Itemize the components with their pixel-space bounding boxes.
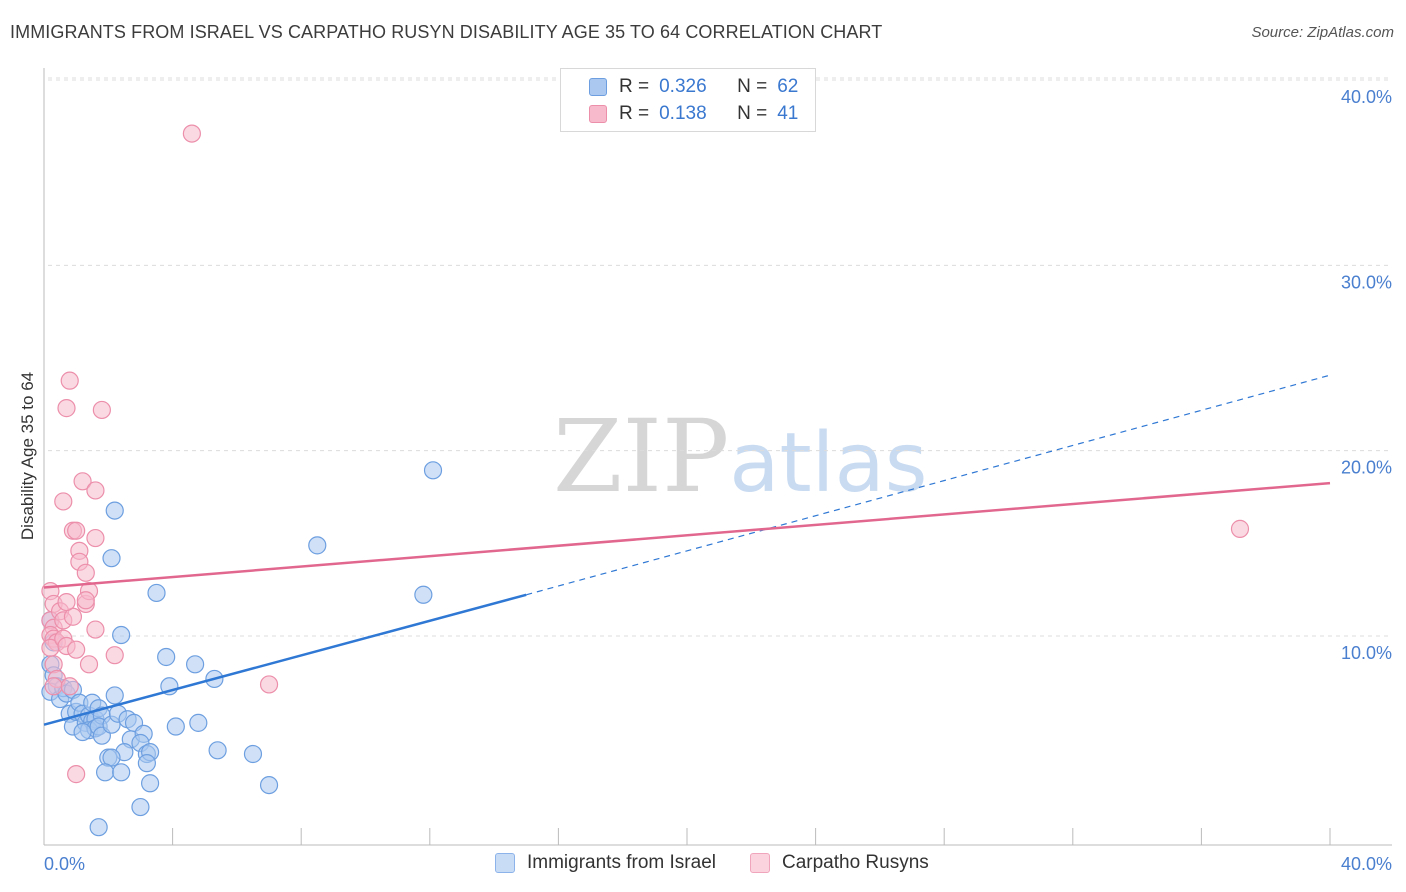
data-point-rusyn — [105, 646, 124, 665]
data-point-rusyn — [76, 563, 95, 582]
data-point-israel — [186, 655, 205, 674]
trend-line-rusyn — [43, 481, 1331, 589]
data-point-israel — [112, 763, 131, 782]
data-point-rusyn — [57, 592, 76, 612]
data-point-israel — [308, 536, 327, 555]
data-point-rusyn — [67, 521, 86, 540]
x-tick-label: 40.0% — [1341, 854, 1392, 874]
watermark-atlas: atlas — [729, 416, 928, 511]
tick-label-layer: 10.0% 20.0% 30.0% 40.0% 0.0% 40.0% — [44, 87, 1392, 874]
y-tick-label: 40.0% — [1341, 87, 1392, 107]
data-point-israel — [95, 763, 115, 782]
data-point-israel — [131, 797, 150, 817]
data-point-israel — [259, 775, 279, 795]
data-point-rusyn — [67, 765, 86, 784]
points-layer — [41, 124, 1250, 837]
trend-layer — [43, 374, 1331, 726]
legend-swatch-blue — [589, 78, 607, 96]
data-point-israel — [147, 583, 166, 603]
series-legend-item-israel: Immigrants from Israel — [495, 852, 716, 874]
data-point-israel — [105, 501, 124, 520]
data-point-israel — [102, 549, 121, 568]
data-point-israel — [208, 741, 227, 760]
data-point-israel — [243, 744, 263, 764]
data-point-rusyn — [44, 677, 63, 696]
legend-swatch-pink — [589, 105, 607, 123]
series-legend: Immigrants from Israel Carpatho Rusyns — [495, 852, 963, 874]
legend-row-israel: R = 0.326 N = 62 — [589, 75, 798, 99]
data-point-israel — [166, 717, 185, 736]
data-point-rusyn — [60, 677, 79, 696]
legend-n-label: N = — [737, 103, 768, 124]
data-point-rusyn — [92, 400, 111, 420]
legend-row-rusyn: R = 0.138 N = 41 — [589, 102, 798, 126]
data-point-rusyn — [67, 640, 86, 659]
source-credit: Source: ZipAtlas.com — [1251, 24, 1394, 41]
watermark-zip: ZIP — [553, 398, 730, 515]
data-point-rusyn — [54, 492, 73, 511]
legend-n-label: N = — [737, 76, 768, 97]
y-tick-label: 10.0% — [1341, 643, 1392, 663]
data-point-rusyn — [44, 655, 63, 674]
data-point-rusyn — [1230, 519, 1250, 538]
series-swatch-blue — [495, 853, 515, 873]
trend-line-israel-extrapolated — [526, 374, 1331, 596]
trend-line-israel — [43, 593, 527, 726]
legend-r-value: 0.138 — [659, 103, 707, 124]
data-point-israel — [189, 713, 208, 732]
legend-r-label: R = — [619, 103, 650, 124]
data-point-rusyn — [79, 655, 99, 674]
data-point-rusyn — [57, 399, 76, 418]
grid-layer — [48, 77, 1392, 637]
data-point-israel — [140, 774, 160, 793]
watermark: ZIPatlas — [553, 398, 927, 515]
data-point-israel — [423, 461, 443, 480]
series-swatch-pink — [749, 853, 770, 873]
y-tick-label: 20.0% — [1341, 458, 1392, 478]
legend-r-value: 0.326 — [659, 76, 707, 97]
chart-title: IMMIGRANTS FROM ISRAEL VS CARPATHO RUSYN… — [10, 22, 883, 42]
legend-n-value: 62 — [777, 76, 799, 97]
data-point-rusyn — [86, 528, 105, 548]
data-point-israel — [157, 647, 176, 667]
data-point-rusyn — [76, 591, 95, 610]
x-tick-label: 0.0% — [44, 854, 85, 874]
series-legend-label: Carpatho Rusyns — [781, 852, 929, 873]
legend-n-value: 41 — [777, 103, 799, 124]
series-legend-label: Immigrants from Israel — [527, 852, 716, 873]
correlation-legend: R = 0.326 N = 62 R = 0.138 N = 41 — [560, 68, 816, 132]
data-point-rusyn — [259, 675, 279, 694]
y-tick-label: 30.0% — [1341, 272, 1392, 292]
legend-r-label: R = — [619, 76, 650, 97]
data-point-israel — [137, 754, 156, 773]
data-point-israel — [73, 722, 92, 742]
data-point-israel — [414, 585, 433, 604]
series-legend-item-rusyn: Carpatho Rusyns — [749, 852, 929, 874]
data-point-rusyn — [60, 371, 79, 390]
data-point-israel — [112, 625, 131, 645]
data-point-rusyn — [86, 481, 105, 500]
data-point-rusyn — [86, 620, 105, 639]
axis-layer — [43, 68, 1392, 846]
data-point-rusyn — [73, 472, 92, 491]
data-point-israel — [89, 818, 108, 837]
data-point-rusyn — [182, 124, 201, 143]
data-point-israel — [105, 686, 124, 705]
